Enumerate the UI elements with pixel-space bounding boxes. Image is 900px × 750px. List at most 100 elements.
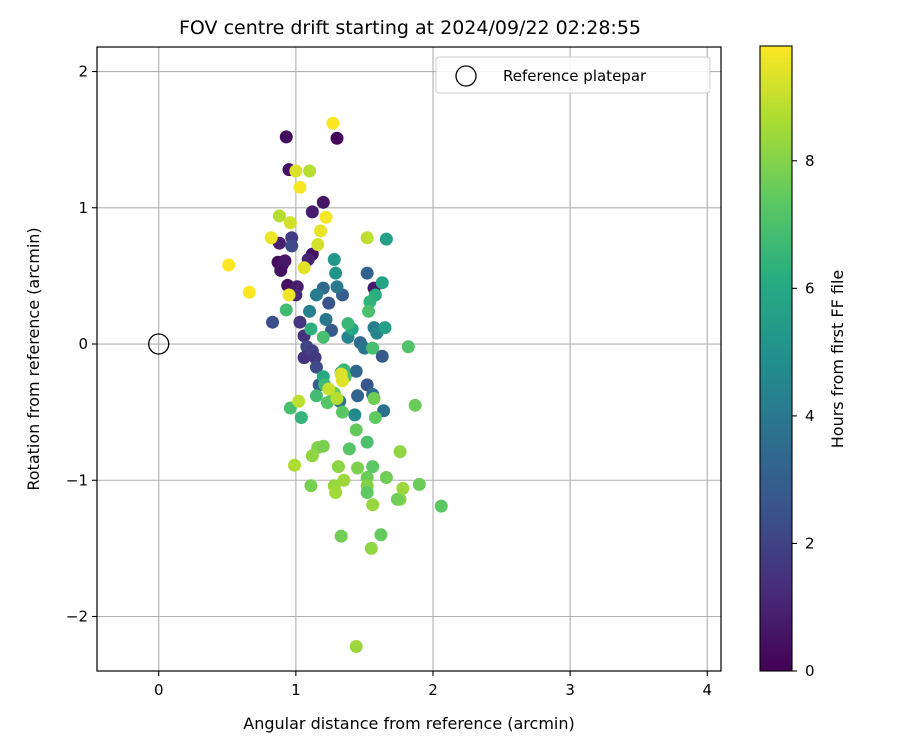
x-tick-label: 2 (428, 681, 438, 699)
data-point (362, 304, 376, 318)
x-tick-label: 0 (154, 681, 164, 699)
y-axis-ticks: −2 −1 0 1 2 (66, 63, 97, 626)
data-point (309, 389, 323, 403)
data-point (334, 529, 348, 543)
chart-title: FOV centre drift starting at 2024/09/22 … (179, 17, 641, 39)
y-tick-label: 0 (78, 335, 88, 353)
data-point (242, 285, 256, 299)
data-points (222, 116, 448, 653)
y-tick-label: −1 (66, 471, 88, 489)
data-point (292, 394, 306, 408)
data-point (360, 266, 374, 280)
y-tick-label: 1 (78, 199, 88, 217)
colorbar-tick-label: 6 (805, 279, 815, 297)
legend[interactable]: Reference platepar (435, 56, 711, 94)
data-point (305, 449, 319, 463)
data-point (360, 231, 374, 245)
data-point (266, 315, 280, 329)
y-tick-label: 2 (78, 63, 88, 81)
data-point (322, 296, 336, 310)
data-point (378, 321, 392, 335)
data-point (278, 254, 292, 268)
data-point (363, 295, 377, 309)
data-point (360, 378, 374, 392)
data-point (322, 382, 336, 396)
plot-frame (96, 46, 722, 672)
data-point (367, 392, 381, 406)
data-point (348, 408, 362, 422)
data-point (283, 216, 297, 230)
data-point (375, 276, 389, 290)
data-point (319, 312, 333, 326)
data-point (289, 164, 303, 178)
colorbar-label: Hours from first FF file (828, 270, 847, 449)
data-point (329, 486, 343, 500)
data-point (285, 239, 299, 253)
data-point (272, 209, 286, 223)
data-point (360, 486, 374, 500)
data-point (316, 195, 330, 209)
data-point (366, 498, 380, 512)
x-tick-label: 4 (703, 681, 713, 699)
data-point (337, 473, 351, 487)
data-point (297, 261, 311, 275)
data-point (351, 461, 365, 475)
data-point (330, 280, 344, 294)
data-point (309, 288, 323, 302)
data-point (408, 398, 422, 412)
data-point (319, 210, 333, 224)
colorbar-ticks: 0 2 4 6 8 (792, 152, 815, 680)
data-point (364, 541, 378, 555)
colorbar-tick-label: 0 (805, 662, 815, 680)
x-axis-ticks: 0 1 2 3 4 (154, 671, 712, 699)
data-point (335, 405, 349, 419)
colorbar-tick-label: 8 (805, 152, 815, 170)
data-point (327, 253, 341, 267)
data-point (401, 340, 415, 354)
data-point (316, 439, 330, 453)
colorbar-tick-label: 2 (805, 534, 815, 552)
legend-box (435, 56, 711, 94)
data-point (349, 423, 363, 437)
data-point (303, 164, 317, 178)
data-point (316, 330, 330, 344)
data-point (342, 442, 356, 456)
data-point (314, 224, 328, 238)
data-point (222, 258, 236, 272)
data-point (351, 389, 365, 403)
x-tick-label: 1 (291, 681, 301, 699)
data-point (309, 360, 323, 374)
data-point (434, 499, 448, 513)
legend-reference-label: Reference platepar (503, 67, 647, 85)
data-point (281, 278, 295, 292)
data-point (279, 303, 293, 317)
data-point (375, 349, 389, 363)
reference-marker-group (148, 333, 170, 355)
data-point (308, 351, 322, 365)
reference-platepar-marker (148, 333, 170, 355)
data-point (341, 317, 355, 331)
data-point (393, 445, 407, 459)
data-point (293, 315, 307, 329)
data-point (304, 322, 318, 336)
x-axis-label: Angular distance from reference (arcmin) (243, 714, 574, 733)
data-point (390, 492, 404, 506)
data-point (311, 238, 325, 252)
data-point (279, 130, 293, 144)
y-tick-label: −2 (66, 608, 88, 626)
data-point (305, 205, 319, 219)
data-point (326, 116, 340, 130)
colorbar (759, 45, 793, 672)
data-point (412, 477, 426, 491)
data-point (304, 479, 318, 493)
legend-reference-marker (455, 65, 477, 87)
data-point (334, 367, 348, 381)
data-point (264, 231, 278, 245)
data-point (282, 288, 296, 302)
colorbar-tick-label: 4 (805, 407, 815, 425)
data-point (331, 460, 345, 474)
data-point (330, 392, 344, 406)
data-point (349, 364, 363, 378)
